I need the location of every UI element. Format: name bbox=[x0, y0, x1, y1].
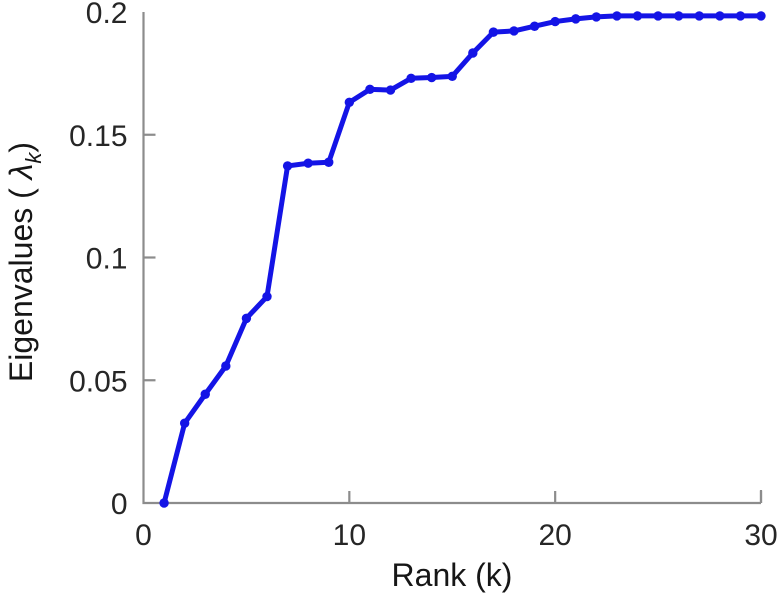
y-tick-label: 0 bbox=[111, 488, 128, 521]
series-marker bbox=[262, 291, 272, 302]
y-tick-label: 0.2 bbox=[86, 0, 128, 30]
series-marker bbox=[447, 71, 457, 82]
series-marker bbox=[324, 157, 334, 167]
series-marker bbox=[221, 361, 231, 371]
series-marker bbox=[468, 48, 478, 58]
series-marker bbox=[344, 97, 355, 108]
series-marker bbox=[241, 313, 252, 324]
x-axis-tick-marks bbox=[348, 491, 763, 503]
series-marker bbox=[653, 11, 663, 21]
x-tick-label: 20 bbox=[538, 519, 571, 552]
y-tick-label: 0.05 bbox=[69, 365, 127, 398]
y-axis-title-main: Eigenvalues ( bbox=[3, 179, 39, 382]
y-axis-tick-marks bbox=[143, 133, 156, 382]
series-marker bbox=[756, 11, 766, 21]
series-marker bbox=[632, 11, 643, 21]
x-axis-tick-labels: 0 10 20 30 bbox=[135, 519, 778, 552]
y-axis-title-text: Eigenvalues ( λk) bbox=[3, 142, 46, 382]
series-marker bbox=[735, 11, 746, 21]
y-axis-title: Eigenvalues ( λk) bbox=[3, 142, 46, 382]
series-line-eigenvalues bbox=[161, 13, 764, 506]
series-marker bbox=[571, 14, 581, 24]
series-marker bbox=[385, 85, 396, 95]
series-marker bbox=[550, 16, 560, 27]
series-marker bbox=[365, 84, 375, 95]
series-marker bbox=[426, 72, 437, 83]
series-marker bbox=[406, 73, 416, 83]
series-marker bbox=[529, 21, 540, 31]
y-axis-title-paren-close: ) bbox=[3, 142, 39, 153]
y-tick-label: 0.1 bbox=[86, 243, 128, 276]
y-axis-title-lambda-symbol: λ bbox=[3, 164, 39, 182]
series-marker bbox=[694, 11, 704, 21]
x-tick-label: 30 bbox=[744, 519, 777, 552]
axis-frame bbox=[142, 12, 763, 505]
y-axis-tick-labels: 0 0.05 0.1 0.15 0.2 bbox=[69, 0, 127, 521]
x-tick-label: 0 bbox=[135, 519, 152, 552]
series-marker bbox=[509, 26, 519, 36]
series-marker bbox=[673, 11, 684, 21]
series-marker bbox=[715, 11, 725, 21]
series-marker bbox=[282, 161, 293, 171]
x-axis-title: Rank (k) bbox=[392, 557, 513, 593]
series-marker bbox=[159, 498, 169, 508]
series-marker bbox=[612, 11, 622, 21]
series-marker bbox=[179, 418, 190, 428]
series-marker bbox=[488, 27, 499, 37]
series-marker bbox=[200, 389, 210, 399]
data-series-group bbox=[159, 11, 766, 508]
y-axis-title-subscript: k bbox=[21, 152, 46, 164]
y-tick-label: 0.15 bbox=[69, 120, 127, 153]
series-marker bbox=[591, 12, 602, 22]
series-marker bbox=[303, 158, 313, 168]
x-tick-label: 10 bbox=[333, 519, 366, 552]
